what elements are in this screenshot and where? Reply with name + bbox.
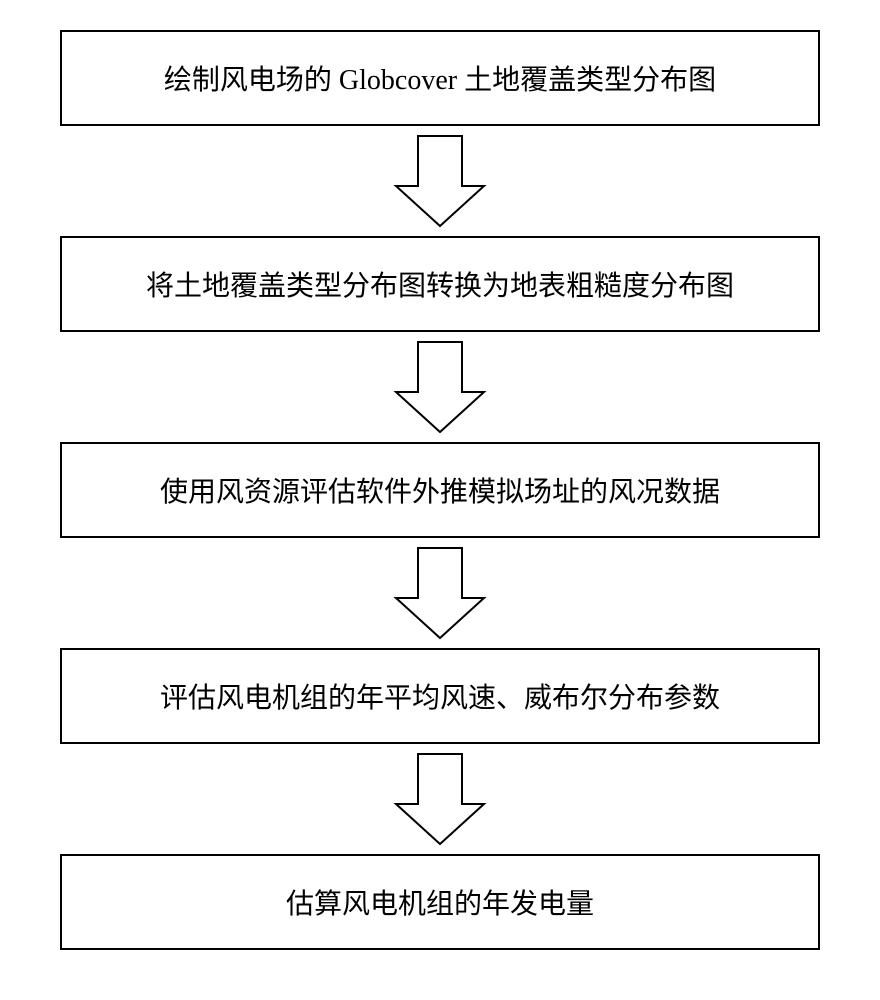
step-label-2: 将土地覆盖类型分布图转换为地表粗糙度分布图: [146, 264, 734, 304]
step-box-2: 将土地覆盖类型分布图转换为地表粗糙度分布图: [60, 236, 820, 332]
step-label-5: 估算风电机组的年发电量: [286, 882, 594, 922]
arrow-4: [390, 744, 490, 854]
down-arrow-icon: [390, 131, 490, 231]
step-label-4: 评估风电机组的年平均风速、威布尔分布参数: [160, 676, 720, 716]
step-box-4: 评估风电机组的年平均风速、威布尔分布参数: [60, 648, 820, 744]
step-label-3: 使用风资源评估软件外推模拟场址的风况数据: [160, 470, 720, 510]
step-label-1: 绘制风电场的 Globcover 土地覆盖类型分布图: [164, 58, 716, 98]
step-box-5: 估算风电机组的年发电量: [60, 854, 820, 950]
arrow-3: [390, 538, 490, 648]
step-box-3: 使用风资源评估软件外推模拟场址的风况数据: [60, 442, 820, 538]
down-arrow-icon: [390, 749, 490, 849]
down-arrow-icon: [390, 543, 490, 643]
arrow-1: [390, 126, 490, 236]
flowchart-container: 绘制风电场的 Globcover 土地覆盖类型分布图 将土地覆盖类型分布图转换为…: [0, 30, 880, 950]
down-arrow-icon: [390, 337, 490, 437]
step-box-1: 绘制风电场的 Globcover 土地覆盖类型分布图: [60, 30, 820, 126]
arrow-2: [390, 332, 490, 442]
